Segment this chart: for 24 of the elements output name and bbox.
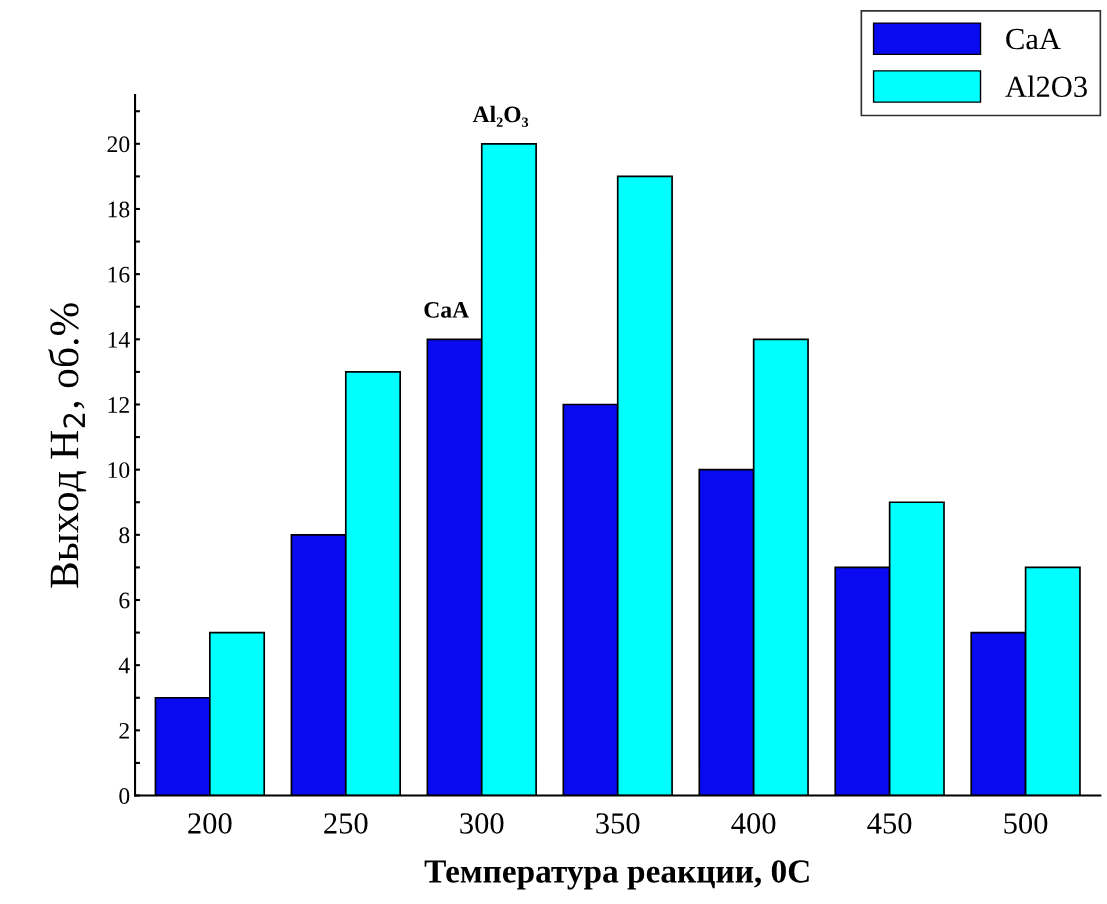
y-tick-label: 10	[108, 462, 130, 479]
x-tick-label: 500	[1004, 813, 1048, 834]
y-axis-title: Выход H$_{2}$, об.%	[48, 303, 87, 588]
x-tick-label: 250	[324, 813, 368, 834]
y-tick-label: 2	[119, 722, 129, 739]
x-tick-label: 450	[867, 813, 912, 834]
x-tick-label: 300	[460, 813, 504, 834]
y-tick-label: 12	[108, 397, 129, 413]
y-tick-label: 20	[107, 136, 130, 153]
y-tick-label: 16	[108, 266, 130, 283]
y-tick-label: 6	[119, 592, 130, 609]
x-axis-title: Температура реакции, 0С	[424, 860, 809, 890]
x-tick-label: 200	[188, 813, 232, 834]
annotation: Al₂O₃	[472, 105, 529, 127]
x-tick-label: 350	[596, 813, 640, 834]
y-tick-label: 0	[119, 788, 130, 804]
y-tick-label: 18	[108, 201, 130, 218]
annotation: CaA	[424, 301, 469, 318]
y-tick-label: 4	[118, 657, 130, 674]
x-tick-label: 400	[731, 813, 776, 834]
legend-label: Al2O3	[1005, 75, 1087, 98]
y-tick-label: 14	[108, 331, 130, 348]
y-tick-label: 8	[119, 527, 130, 544]
legend-label: CaA	[1006, 28, 1061, 50]
